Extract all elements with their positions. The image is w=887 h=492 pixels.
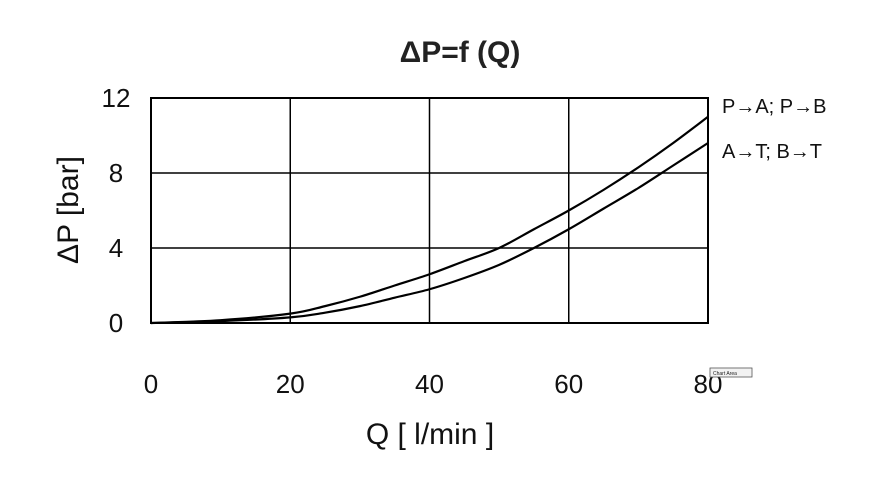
y-tick-labels: 0 4 8 12 — [102, 83, 131, 338]
chart-area-tooltip: Chart Area — [709, 367, 753, 378]
y-tick-label: 0 — [109, 308, 123, 338]
plot-area-frame — [150, 97, 709, 324]
series-line-1 — [150, 142, 709, 325]
series-line-0 — [150, 115, 709, 325]
y-tick-label: 8 — [109, 158, 123, 188]
x-tick-label: 40 — [415, 369, 444, 399]
x-tick-label: 0 — [144, 369, 158, 399]
x-axis-label: Q [ l/min ] — [366, 418, 494, 451]
y-tick-label: 4 — [109, 233, 123, 263]
chart-area-tooltip-text: Chart Area — [713, 371, 737, 377]
series-label-p-to-a-b: P→A; P→B — [722, 96, 826, 118]
y-axis-label: ΔP [bar] — [52, 156, 85, 264]
x-tick-label: 20 — [276, 369, 305, 399]
series-label-a-b-to-t: A→T; B→T — [722, 141, 822, 163]
y-tick-label: 12 — [102, 83, 131, 113]
chart-title: ΔP=f (Q) — [400, 36, 521, 69]
x-tick-labels: 0 20 40 60 80 — [144, 369, 723, 399]
x-tick-label: 60 — [554, 369, 583, 399]
series-lines — [150, 115, 709, 325]
